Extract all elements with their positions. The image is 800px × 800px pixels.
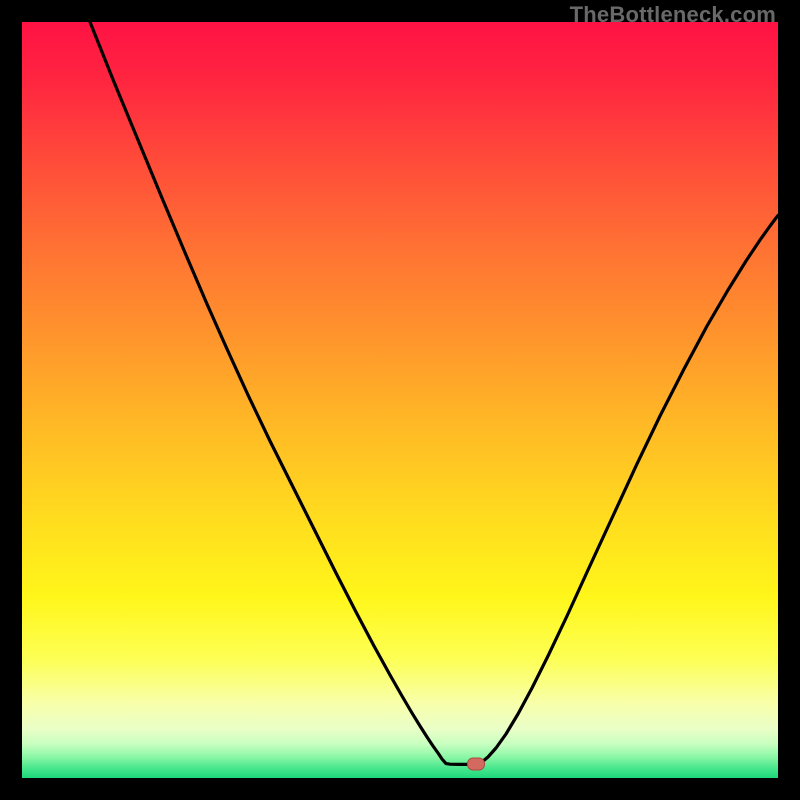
optimum-marker [467, 758, 485, 771]
bottleneck-curve [22, 22, 778, 778]
chart-frame: TheBottleneck.com [0, 0, 800, 800]
plot-area [22, 22, 778, 778]
